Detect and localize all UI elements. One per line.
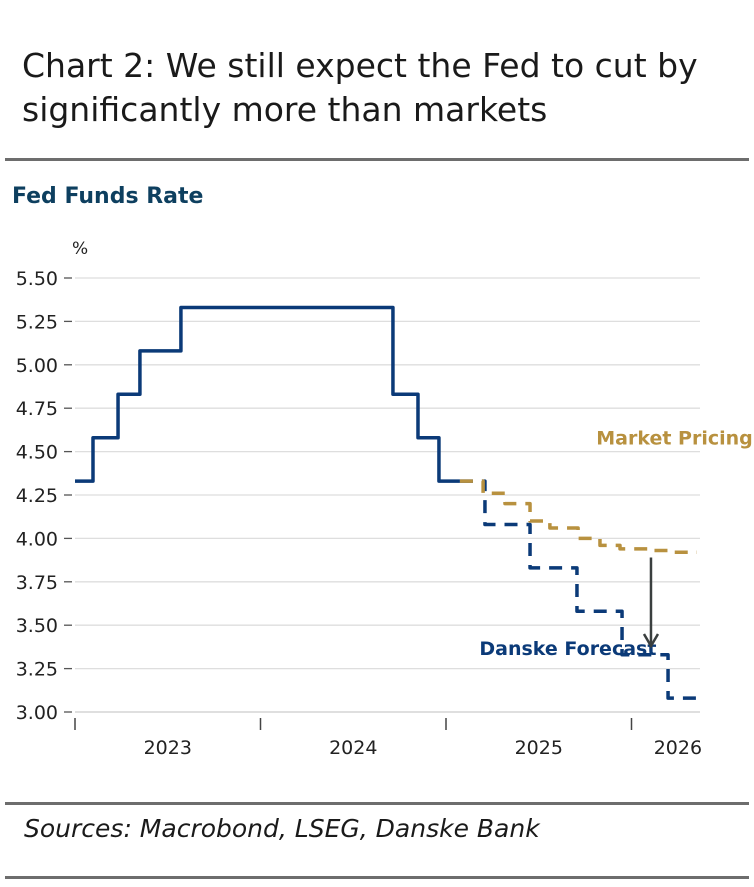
divider-top	[5, 158, 749, 161]
divider-middle	[5, 802, 749, 805]
y-tick-label: 5.00	[16, 355, 58, 377]
x-tick-label: 2025	[515, 737, 563, 759]
y-tick-label: 5.25	[16, 311, 58, 333]
arrow-head-icon	[642, 633, 660, 649]
y-tick-label: 5.50	[16, 268, 58, 290]
y-tick-label: 3.75	[16, 572, 58, 594]
x-tick-label: 2024	[329, 737, 377, 759]
chart-subtitle: Fed Funds Rate	[12, 184, 204, 209]
sources-footer: Sources: Macrobond, LSEG, Danske Bank	[24, 814, 540, 843]
y-tick-label: 3.50	[16, 615, 58, 637]
series-market-pricing	[459, 479, 697, 555]
divider-bottom	[5, 876, 749, 879]
series-danske-forecast	[459, 479, 697, 700]
y-tick-label: 4.50	[16, 442, 58, 464]
annotation-label: Market Pricing	[596, 428, 753, 450]
annotation-label: Danske Forecast	[479, 638, 656, 660]
x-tick-label: 2026	[654, 737, 702, 759]
y-tick-label: 4.25	[16, 485, 58, 507]
x-tick-label: 2023	[144, 737, 192, 759]
y-tick-label: 4.00	[16, 528, 58, 550]
series-fed-funds-rate	[75, 305, 460, 483]
y-tick-label: 3.00	[16, 702, 58, 724]
y-axis-unit-label: %	[72, 239, 88, 259]
y-tick-label: 3.25	[16, 659, 58, 681]
y-tick-label: 4.75	[16, 398, 58, 420]
chart-title: Chart 2: We still expect the Fed to cut …	[22, 46, 698, 129]
